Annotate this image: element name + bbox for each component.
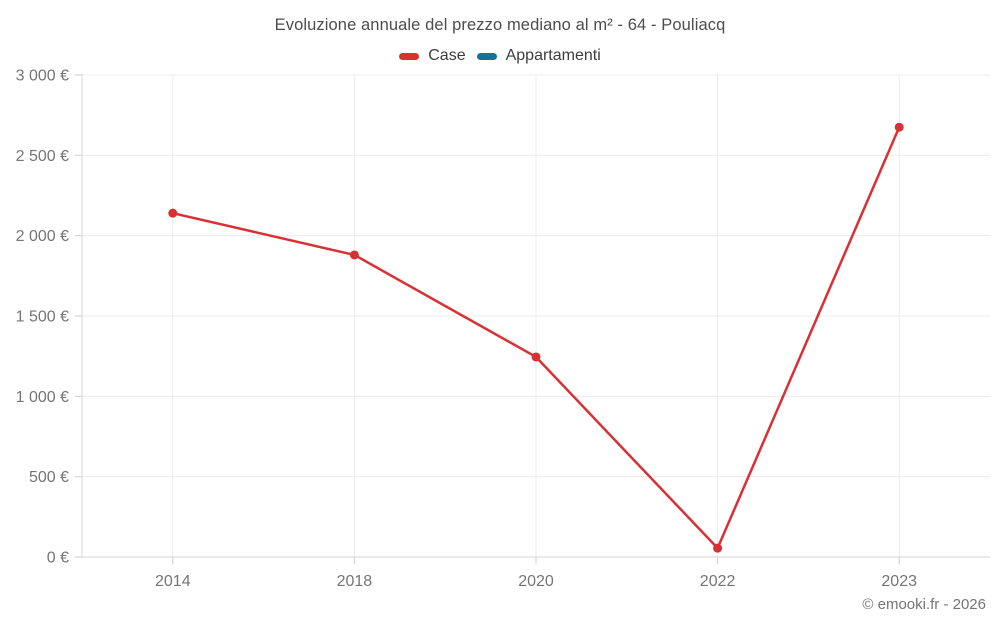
case-data-point-2018[interactable] <box>349 250 359 260</box>
x-axis-label-2022: 2022 <box>700 573 736 590</box>
case-data-point-2023[interactable] <box>894 122 904 132</box>
chart-legend: Case Appartamenti <box>0 47 1000 65</box>
y-axis-label-1000: 1 000 € <box>16 389 69 406</box>
case-data-point-2022[interactable] <box>713 543 723 553</box>
y-axis-label-1500: 1 500 € <box>16 309 69 326</box>
case-data-point-2014[interactable] <box>168 208 178 218</box>
y-axis-label-2000: 2 000 € <box>16 228 69 245</box>
legend-label-appartamenti: Appartamenti <box>505 47 601 64</box>
x-axis-label-2023: 2023 <box>881 573 917 590</box>
x-axis-label-2020: 2020 <box>518 573 554 590</box>
legend-label-case: Case <box>428 47 466 64</box>
y-axis-label-0: 0 € <box>47 550 69 567</box>
y-axis-label-500: 500 € <box>29 469 69 486</box>
y-axis-label-3000: 3 000 € <box>16 68 69 85</box>
copyright-text: © emooki.fr - 2026 <box>862 596 986 613</box>
chart-title: Evoluzione annuale del prezzo mediano al… <box>274 16 726 34</box>
case-data-point-2020[interactable] <box>531 352 541 362</box>
legend-item-case[interactable]: Case <box>399 47 466 65</box>
y-axis-label-2500: 2 500 € <box>16 148 69 165</box>
x-axis-label-2014: 2014 <box>155 573 191 590</box>
appartamenti-series-swatch-icon <box>476 52 497 60</box>
case-series-swatch-icon <box>399 52 420 60</box>
x-axis-label-2018: 2018 <box>337 573 373 590</box>
legend-item-appartamenti[interactable]: Appartamenti <box>476 47 601 65</box>
